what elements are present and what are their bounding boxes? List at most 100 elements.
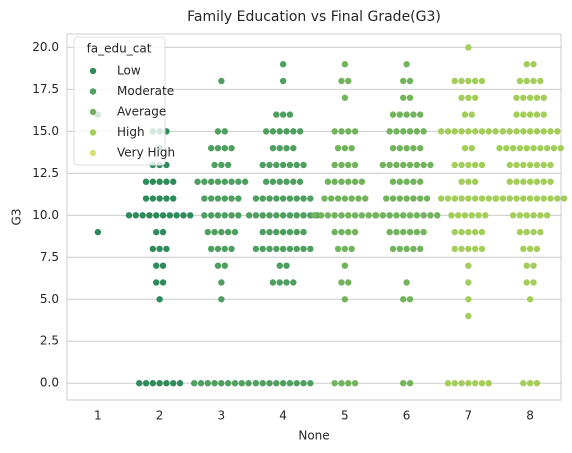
point: [293, 245, 300, 253]
x-tick-label: 1: [94, 409, 102, 423]
point: [345, 228, 352, 236]
point: [252, 195, 260, 202]
point: [296, 128, 304, 135]
y-tick-label: 5.0: [40, 292, 59, 306]
point: [156, 195, 163, 202]
point: [403, 195, 410, 202]
point: [403, 178, 410, 185]
point: [379, 212, 387, 219]
point: [214, 245, 222, 253]
point: [496, 144, 503, 152]
plot-frame: [66, 33, 562, 401]
point: [231, 380, 239, 387]
point: [218, 228, 225, 236]
point: [228, 245, 235, 253]
point: [451, 245, 458, 253]
point: [273, 195, 280, 202]
point: [290, 279, 297, 286]
point: [406, 77, 414, 85]
point: [153, 262, 160, 269]
point: [311, 212, 318, 219]
point: [537, 144, 544, 152]
point: [465, 161, 472, 169]
point: [153, 228, 160, 236]
point: [345, 161, 352, 169]
point: [465, 380, 472, 387]
point: [228, 144, 235, 152]
point: [351, 128, 359, 135]
point: [211, 380, 218, 387]
point: [201, 212, 208, 219]
point: [259, 228, 266, 236]
point: [228, 212, 235, 219]
point: [231, 228, 239, 236]
point: [341, 94, 349, 101]
x-axis-label: None: [298, 429, 329, 443]
point: [526, 161, 534, 169]
point: [478, 161, 486, 169]
point: [94, 228, 102, 236]
point: [296, 178, 304, 185]
point: [471, 178, 479, 185]
point: [290, 128, 297, 135]
point: [458, 94, 465, 101]
point: [252, 212, 260, 219]
point: [266, 380, 273, 387]
y-tick-label: 0.0: [40, 376, 59, 390]
point: [235, 195, 242, 202]
point: [348, 144, 355, 152]
point: [547, 178, 554, 185]
point: [444, 128, 452, 135]
point: [444, 380, 452, 387]
point: [273, 245, 280, 253]
point: [530, 228, 537, 236]
point: [273, 228, 280, 236]
point: [420, 128, 427, 135]
point: [396, 144, 404, 152]
point: [465, 94, 472, 101]
point: [218, 296, 225, 303]
point: [166, 212, 174, 219]
point: [526, 195, 534, 202]
point: [540, 128, 547, 135]
point: [506, 195, 513, 202]
point: [341, 262, 349, 269]
point: [290, 144, 297, 152]
point: [286, 111, 294, 118]
point: [396, 178, 404, 185]
point: [454, 212, 462, 219]
point: [300, 161, 307, 169]
y-tick-label: 15.0: [32, 124, 59, 138]
point: [224, 161, 232, 169]
point: [259, 195, 266, 202]
x-tick-label: 5: [341, 409, 349, 423]
point: [386, 161, 393, 169]
point: [396, 195, 404, 202]
point: [197, 380, 205, 387]
point: [520, 195, 527, 202]
point: [383, 195, 390, 202]
point: [379, 161, 387, 169]
point: [338, 77, 345, 85]
point: [214, 262, 222, 269]
point: [279, 77, 287, 85]
point: [149, 178, 157, 185]
point: [403, 61, 410, 68]
point: [530, 262, 537, 269]
point: [279, 195, 287, 202]
point: [403, 111, 410, 118]
point: [214, 195, 222, 202]
point: [451, 77, 458, 85]
point: [523, 144, 530, 152]
x-tick-label: 3: [218, 409, 226, 423]
point: [286, 161, 294, 169]
point: [471, 228, 479, 236]
point: [317, 212, 325, 219]
point: [400, 212, 407, 219]
point: [235, 212, 242, 219]
point: [458, 178, 465, 185]
point: [279, 161, 287, 169]
point: [533, 245, 541, 253]
point: [485, 128, 492, 135]
point: [273, 212, 280, 219]
